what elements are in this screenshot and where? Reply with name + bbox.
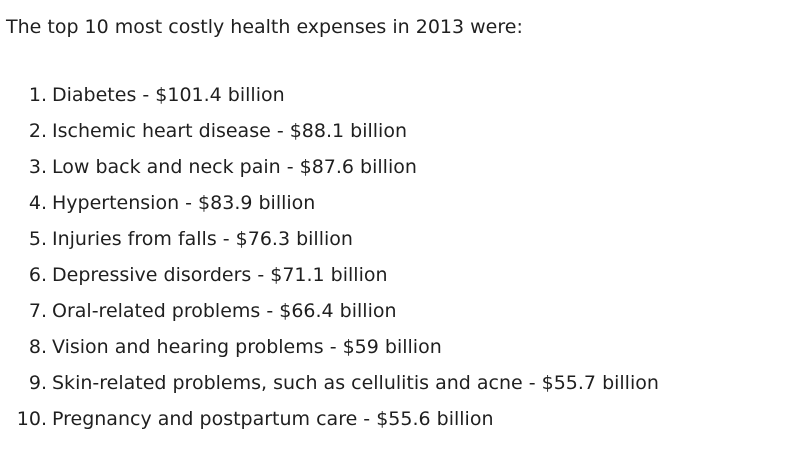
- list-item-text: Ischemic heart disease - $88.1 billion: [52, 120, 407, 142]
- intro-text: The top 10 most costly health expenses i…: [6, 16, 523, 38]
- list-item: 4. Hypertension - $83.9 billion: [0, 190, 659, 226]
- list-item: 8. Vision and hearing problems - $59 bil…: [0, 334, 659, 370]
- list-item: 7. Oral-related problems - $66.4 billion: [0, 298, 659, 334]
- list-item-number: 3.: [28, 156, 47, 178]
- list-item-number: 2.: [28, 120, 47, 142]
- list-item: 10. Pregnancy and postpartum care - $55.…: [0, 406, 659, 442]
- list-item: 2. Ischemic heart disease - $88.1 billio…: [0, 118, 659, 154]
- list-item-text: Oral-related problems - $66.4 billion: [52, 300, 397, 322]
- list-item-number: 10.: [16, 408, 47, 430]
- list-item: 1. Diabetes - $101.4 billion: [0, 82, 659, 118]
- list-item-text: Pregnancy and postpartum care - $55.6 bi…: [52, 408, 494, 430]
- list-item-number: 1.: [28, 84, 47, 106]
- list-item-text: Injuries from falls - $76.3 billion: [52, 228, 353, 250]
- list-item-text: Hypertension - $83.9 billion: [52, 192, 316, 214]
- list-item: 6. Depressive disorders - $71.1 billion: [0, 262, 659, 298]
- list-item-text: Vision and hearing problems - $59 billio…: [52, 336, 442, 358]
- list-item-number: 6.: [28, 264, 47, 286]
- list-item-text: Diabetes - $101.4 billion: [52, 84, 285, 106]
- list-item-text: Skin-related problems, such as celluliti…: [52, 372, 659, 394]
- list-item: 9. Skin-related problems, such as cellul…: [0, 370, 659, 406]
- list-item-number: 7.: [28, 300, 47, 322]
- list-item-number: 5.: [28, 228, 47, 250]
- list-item: 5. Injuries from falls - $76.3 billion: [0, 226, 659, 262]
- list-item-number: 4.: [28, 192, 47, 214]
- list-item-number: 8.: [28, 336, 47, 358]
- list-item: 3. Low back and neck pain - $87.6 billio…: [0, 154, 659, 190]
- list-item-text: Low back and neck pain - $87.6 billion: [52, 156, 417, 178]
- list-item-number: 9.: [28, 372, 47, 394]
- list-item-text: Depressive disorders - $71.1 billion: [52, 264, 388, 286]
- expense-list: 1. Diabetes - $101.4 billion 2. Ischemic…: [0, 82, 659, 442]
